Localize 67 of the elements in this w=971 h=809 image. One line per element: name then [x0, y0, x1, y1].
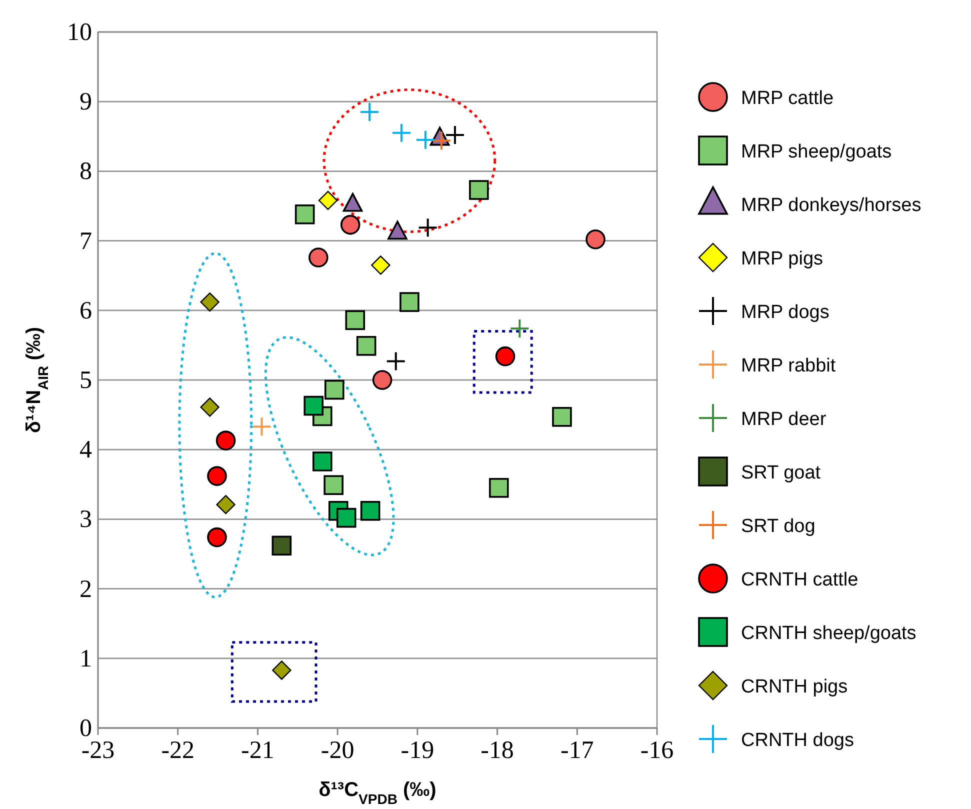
point: [207, 466, 227, 486]
legend-label: CRNTH cattle: [741, 570, 858, 590]
point: [252, 416, 272, 437]
point: [345, 310, 366, 330]
y-tick-label: 10: [67, 19, 92, 46]
point: [469, 180, 489, 200]
legend-label: MRP sheep/goats: [741, 142, 892, 162]
x-tick-label: -20: [320, 737, 354, 764]
point: [488, 478, 509, 498]
y-tick-label: 2: [80, 576, 92, 603]
point: [272, 536, 292, 556]
point: [360, 500, 380, 521]
point: [444, 125, 465, 146]
point: [372, 370, 392, 390]
legend-label: SRT goat: [741, 462, 822, 484]
x-tick-label: -17: [560, 737, 594, 764]
point: [200, 292, 220, 312]
x-tick-label: -16: [640, 737, 674, 764]
legend-label: MRP pigs: [741, 248, 824, 270]
point: [371, 256, 390, 275]
point: [304, 396, 324, 416]
point: [216, 494, 236, 514]
point: [431, 130, 452, 151]
point: [360, 102, 380, 122]
point: [324, 380, 344, 400]
point: [312, 452, 332, 472]
y-tick-label: 7: [80, 228, 92, 255]
point: [415, 130, 436, 150]
point: [340, 214, 360, 235]
point: [586, 230, 606, 250]
legend-label: MRP donkeys/horses: [741, 195, 922, 216]
x-tick-label: -22: [161, 737, 195, 764]
y-tick-label: 8: [80, 158, 92, 186]
point: [294, 204, 315, 224]
point: [336, 508, 356, 528]
point: [418, 218, 438, 238]
y-tick-label: 6: [80, 297, 92, 324]
point: [391, 122, 412, 143]
legend-label: MRP rabbit: [741, 356, 836, 376]
legend-label: CRNTH sheep/goats: [741, 623, 916, 644]
point: [510, 318, 530, 338]
point: [400, 292, 420, 312]
point: [216, 430, 236, 450]
x-tick-label: -18: [480, 737, 514, 764]
y-tick-label: 9: [80, 88, 92, 116]
point: [272, 660, 292, 680]
point: [308, 248, 328, 268]
y-tick-label: 5: [80, 367, 92, 394]
point: [324, 475, 344, 495]
legend-label: CRNTH dogs: [741, 730, 854, 751]
legend-label: MRP cattle: [741, 88, 834, 109]
point: [552, 406, 572, 427]
x-tick-label: -19: [400, 737, 434, 764]
y-tick-label: 4: [80, 436, 92, 464]
legend-label: MRP deer: [741, 409, 827, 430]
x-tick-label: -21: [241, 737, 274, 764]
x-axis-title: δ¹³C$_{VPDB}$ (‰): [318, 779, 436, 807]
y-tick-label: 1: [80, 645, 92, 672]
legend-label: MRP dogs: [741, 302, 830, 323]
legend-label: CRNTH pigs: [741, 676, 848, 698]
point: [356, 336, 376, 356]
point: [318, 190, 338, 210]
y-tick-label: 3: [80, 506, 92, 534]
point: [207, 527, 227, 548]
legend-label: SRT dog: [741, 516, 816, 537]
point: [200, 398, 220, 417]
point: [386, 351, 406, 372]
